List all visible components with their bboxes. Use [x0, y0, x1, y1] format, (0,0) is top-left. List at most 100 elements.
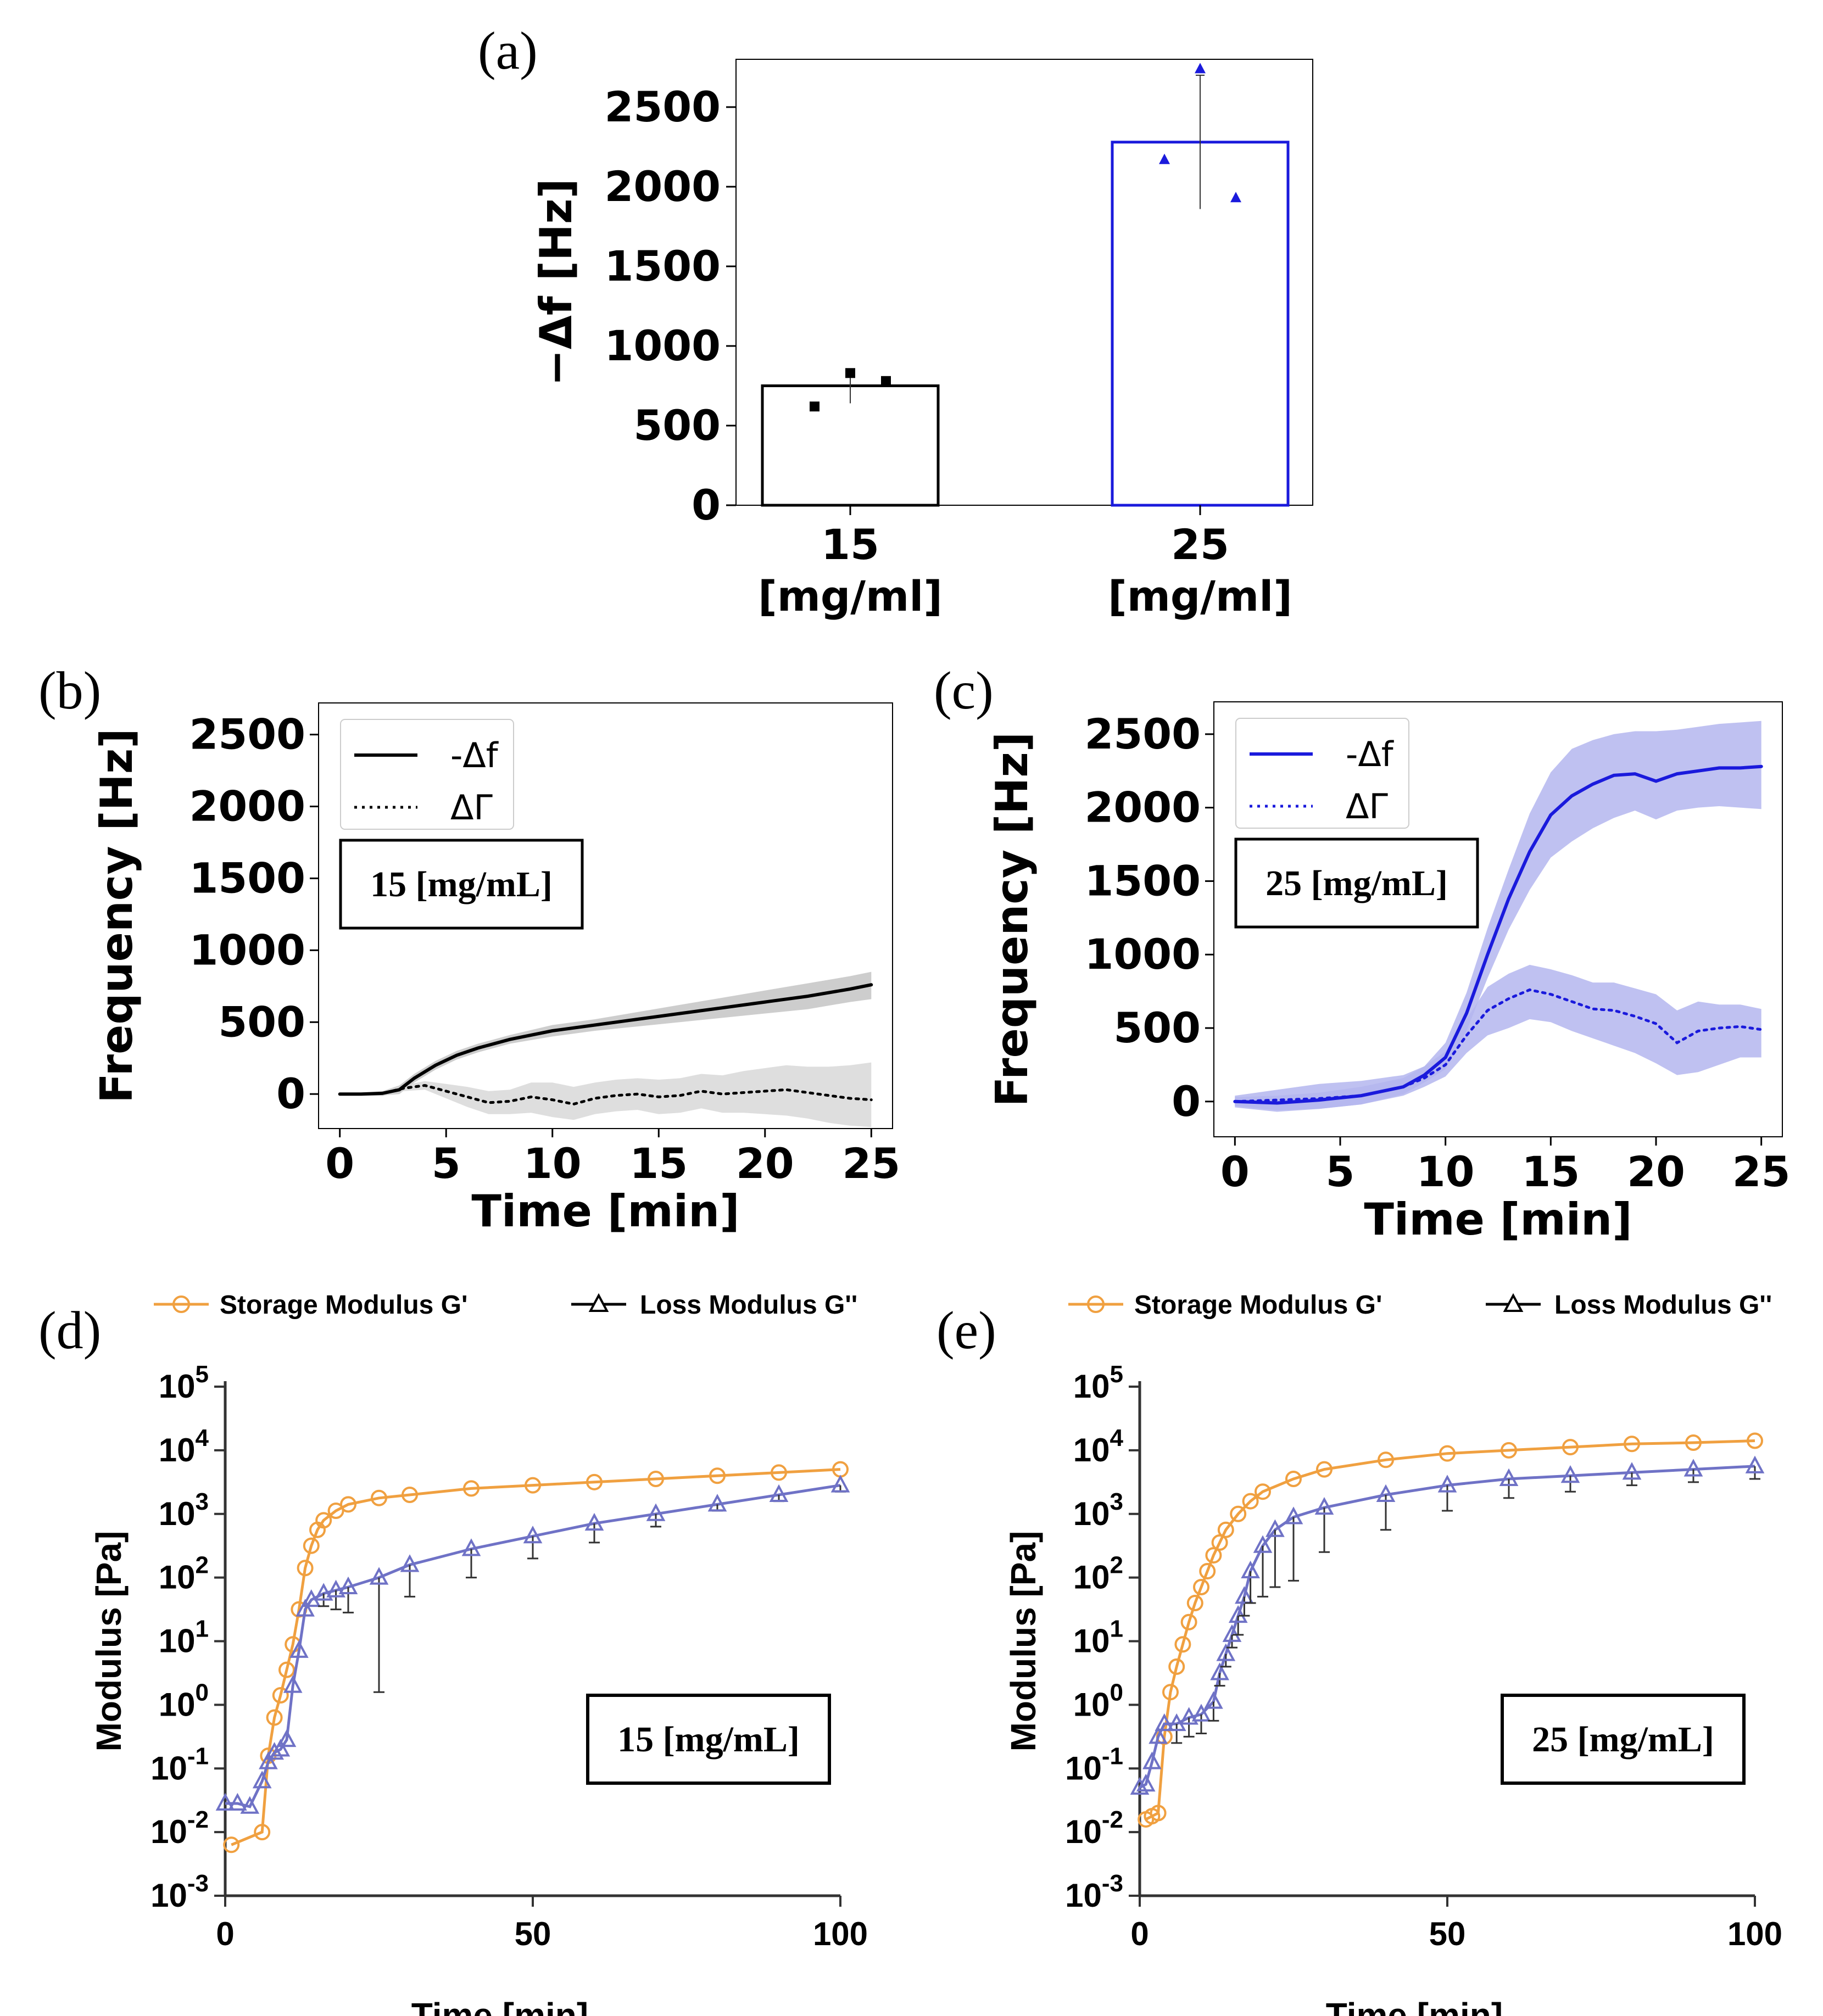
marker-loss: [215, 1792, 235, 1811]
y-axis-label: Frequency [Hz]: [91, 728, 142, 1103]
y-tick-label: 500: [218, 997, 305, 1046]
x-tick-label: 25: [1171, 520, 1229, 569]
marker-loss: [830, 1475, 850, 1493]
x-tick-label: 10: [1417, 1147, 1475, 1196]
y-tick-label: 101: [1073, 1616, 1123, 1660]
bar-15: [761, 384, 940, 507]
marker-loss: [252, 1771, 272, 1789]
data-point-triangle: [1159, 153, 1170, 164]
marker-storage: [1316, 1461, 1333, 1478]
marker-loss: [1210, 1662, 1229, 1680]
confidence-band: [339, 1062, 872, 1127]
marker-storage: [272, 1686, 289, 1704]
y-tick-label: 10-2: [150, 1806, 209, 1850]
x-axis-label: Time [min]: [471, 1186, 739, 1237]
marker-loss: [584, 1512, 604, 1531]
y-tick-label: 100: [1073, 1679, 1123, 1723]
y-tick-label: 2500: [1084, 710, 1201, 758]
legend-label-loss: Loss Modulus G'': [1554, 1291, 1772, 1320]
y-tick-label: 2500: [189, 710, 305, 759]
marker-storage: [709, 1467, 726, 1484]
concentration-label: 25 [mg/mL]: [1532, 1719, 1714, 1760]
marker-loss: [1179, 1707, 1198, 1725]
panel-label: (b): [38, 661, 101, 721]
x-tick-label: 15: [629, 1139, 688, 1188]
x-tick-label: 50: [1429, 1916, 1466, 1952]
x-tick-label: 100: [1727, 1916, 1782, 1952]
marker-loss: [326, 1579, 345, 1598]
y-tick-label: 0: [1172, 1077, 1201, 1126]
x-axis-label: Time [min]: [411, 1996, 588, 2016]
marker-storage: [1230, 1505, 1247, 1522]
legend-label-storage: Storage Modulus G': [220, 1291, 467, 1320]
y-tick-label: 0: [692, 481, 721, 529]
x-tick-label: 25: [1732, 1147, 1791, 1196]
panel-c: (c) 0 500 1000 1500 2000 2500 0 5 10 15 20 25 Time [m…: [934, 661, 1791, 1245]
marker-storage: [254, 1824, 271, 1841]
marker-loss: [228, 1792, 247, 1811]
marker-loss: [707, 1494, 727, 1512]
x-tick-label: 0: [1220, 1147, 1250, 1196]
confidence-band: [1235, 964, 1761, 1112]
y-axis-label: Modulus [Pa]: [1004, 1531, 1043, 1752]
concentration-label: 15 [mg/mL]: [370, 864, 553, 904]
data-point-square: [810, 401, 819, 412]
marker-loss: [338, 1576, 358, 1595]
panel-d: (d) 10-3 10-2 10-1 100 101 102 103 104 105 0 50 100 T…: [38, 1291, 868, 2016]
y-tick-label: 102: [1073, 1552, 1123, 1596]
y-tick-label: 103: [1073, 1488, 1123, 1532]
legend-marker-storage: [172, 1295, 190, 1313]
y-tick-label: 102: [159, 1552, 209, 1596]
marker-storage: [371, 1489, 387, 1506]
marker-loss: [1228, 1605, 1248, 1623]
concentration-box: [1234, 837, 1479, 929]
x-tick-label: 25: [842, 1139, 900, 1188]
y-tick-label: 103: [159, 1488, 209, 1532]
marker-storage: [771, 1464, 787, 1481]
data-point-square: [881, 376, 891, 386]
y-tick-label: 2000: [189, 782, 305, 831]
marker-loss: [1142, 1751, 1162, 1769]
marker-loss: [240, 1796, 260, 1814]
marker-loss: [1437, 1475, 1457, 1493]
marker-loss: [1499, 1468, 1519, 1487]
data-point-triangle: [1195, 63, 1206, 74]
marker-loss: [1376, 1484, 1396, 1502]
marker-storage: [297, 1560, 314, 1577]
x-tick-unit: [mg/ml]: [758, 572, 943, 621]
x-tick-label: 20: [1627, 1147, 1685, 1196]
plot-frame: [1213, 701, 1783, 1137]
marker-loss: [296, 1599, 315, 1617]
marker-loss: [461, 1538, 481, 1556]
marker-storage: [1205, 1547, 1222, 1564]
marker-loss: [1560, 1465, 1580, 1483]
marker-storage: [648, 1471, 664, 1488]
legend-label: -Δf: [1346, 734, 1395, 774]
panel-b: (b) 0 500 1000 1500 2000 2500 0 5 10 15 20 25 Time [m…: [38, 661, 900, 1237]
panel-label: (c): [934, 661, 994, 721]
x-tick-label: 100: [813, 1916, 868, 1952]
marker-storage: [1186, 1594, 1203, 1611]
y-tick-label: 10-3: [150, 1870, 209, 1914]
marker-storage: [1242, 1493, 1259, 1510]
panel-e: (e) 10-3 10-2 10-1 100 101 102 103 104 105 0 50 100 T…: [936, 1291, 1782, 2016]
marker-storage: [1150, 1805, 1167, 1822]
marker-loss: [271, 1739, 291, 1757]
confidence-band: [339, 971, 872, 1096]
marker-storage: [1211, 1534, 1228, 1551]
x-tick-label: 5: [1326, 1147, 1355, 1196]
x-tick-label: 0: [1130, 1916, 1149, 1952]
x-tick-unit: [mg/ml]: [1108, 572, 1292, 621]
marker-storage: [1685, 1434, 1702, 1451]
y-tick-label: 100: [159, 1679, 209, 1723]
y-tick-label: 105: [1073, 1361, 1123, 1405]
series-line-loss: [1139, 1465, 1755, 1789]
marker-storage: [1193, 1579, 1209, 1596]
y-tick-label: 1000: [1084, 930, 1201, 979]
y-tick-label: 10-1: [1065, 1743, 1123, 1786]
x-tick-label: 0: [216, 1916, 234, 1952]
y-tick-label: 104: [1073, 1425, 1124, 1468]
marker-loss: [1136, 1774, 1156, 1792]
legend-label: -Δf: [450, 735, 499, 775]
